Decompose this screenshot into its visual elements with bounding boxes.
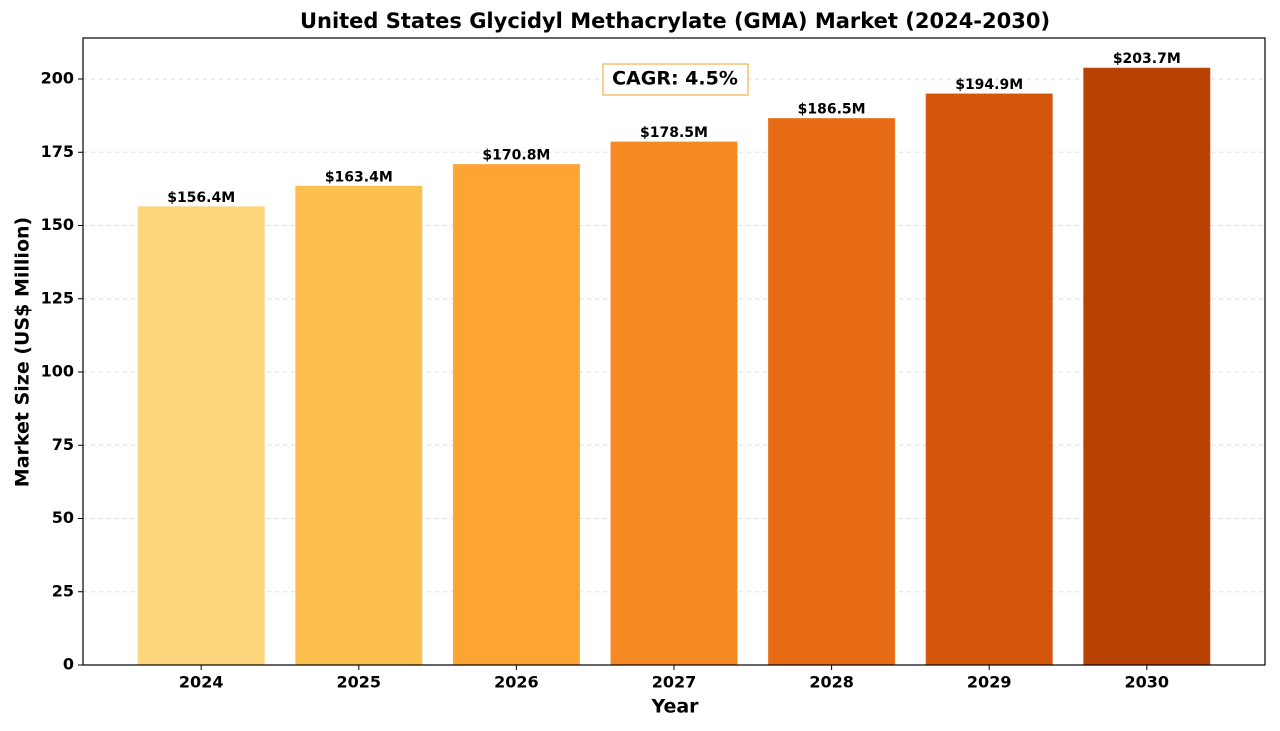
x-tick-label: 2030 [1125,673,1170,692]
y-tick-label: 175 [41,142,74,161]
y-tick-label: 50 [52,508,74,527]
bar [768,118,896,666]
bars [137,67,1211,666]
y-tick-label: 100 [41,362,74,381]
y-tick-label: 125 [41,288,74,307]
y-tick-label: 25 [52,581,74,600]
x-tick-label: 2028 [809,673,854,692]
y-tick-label: 200 [41,69,74,88]
value-label: $163.4M [325,169,393,185]
y-tick-label: 150 [41,215,74,234]
bar [1083,67,1211,666]
value-label: $203.7M [1113,51,1181,67]
y-axis-label: Market Size (US$ Million) [12,217,34,487]
bar [137,206,265,666]
bar [295,185,423,666]
value-label: $186.5M [798,102,866,118]
bar [452,164,580,666]
y-tick-label: 75 [52,435,74,454]
value-label: $156.4M [167,190,235,206]
y-tick-label: 0 [63,655,74,674]
value-label: $170.8M [482,148,550,164]
x-tick-label: 2027 [652,673,697,692]
bar [925,93,1053,666]
x-tick-label: 2025 [337,673,382,692]
chart-title: United States Glycidyl Methacrylate (GMA… [300,9,1050,33]
value-label: $194.9M [955,77,1023,93]
x-tick-label: 2026 [494,673,539,692]
annotation: CAGR: 4.5% [612,68,738,90]
x-tick-label: 2029 [967,673,1012,692]
value-label: $178.5M [640,125,708,141]
annotation-box [602,63,749,96]
x-tick-label: 2024 [179,673,224,692]
x-axis-label: Year [650,696,699,718]
bar [610,141,738,666]
